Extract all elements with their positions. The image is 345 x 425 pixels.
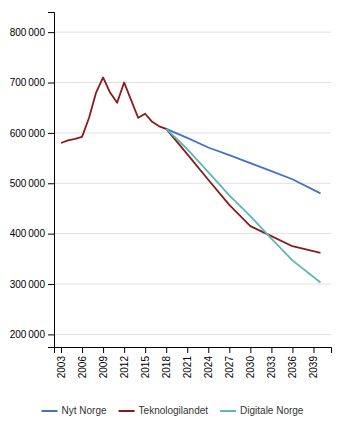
tick-label: 200 000 [10,329,46,340]
tick: 2012 [119,347,130,378]
legend-label: Digitale Norge [240,405,304,416]
tick: 800 000 [10,27,54,38]
line [166,129,320,283]
legend-swatch [42,410,58,412]
tick-label: 2036 [287,356,298,379]
tick: 500 000 [10,178,54,189]
tick: 600 000 [10,128,54,139]
grid [54,32,331,334]
tick-label: 500 000 [10,178,46,189]
tick: 2036 [287,347,298,378]
tick-label: 2009 [98,356,109,379]
legend-label: Nyt Norge [62,405,107,416]
tick: 2015 [140,347,151,378]
tick: 2021 [182,347,193,378]
tick-mark [166,347,167,353]
tick-mark [48,183,54,184]
y-axis: 200 000 300 000 400 000 500 000 600 000 700 0… [10,13,55,348]
tick: 2033 [266,347,277,378]
tick-mark [292,347,293,353]
tick: 2009 [98,347,109,378]
axis-line [55,348,332,354]
tick-mark [48,284,54,285]
grid-line [54,32,331,33]
tick-label: 2021 [182,356,193,379]
tick: 2018 [161,347,172,378]
tick-mark [250,347,251,353]
tick-label: 2015 [140,356,151,379]
grid-line [54,183,331,184]
legend-item: Nyt Norge [42,405,107,416]
tick-label: 400 000 [10,228,46,239]
line [166,129,320,193]
tick-mark [103,347,104,353]
tick: 300 000 [10,279,54,290]
tick-label: 600 000 [10,128,46,139]
legend-swatch [119,410,135,412]
tick: 200 000 [10,329,54,340]
grid-line [54,284,331,285]
legend-item: Teknologilandet [119,405,209,416]
tick-label: 300 000 [10,279,46,290]
legend: Nyt Norge Teknologilandet Digitale Norge [42,405,304,416]
tick-mark [61,347,62,353]
tick-label: 2030 [245,356,256,379]
tick-mark [208,347,209,353]
tick-mark [48,334,54,335]
chart: 200 000 300 000 400 000 500 000 600 000 700 0… [0,0,345,425]
tick-mark [229,347,230,353]
tick-mark [187,347,188,353]
tick-mark [271,347,272,353]
tick-mark [124,347,125,353]
tick-label: 2012 [119,356,130,379]
grid-line [54,334,331,335]
tick: 2006 [77,347,88,378]
tick: 2039 [308,347,319,378]
tick-mark [313,347,314,353]
tick-mark [48,234,54,235]
tick-mark [82,347,83,353]
tick-label: 2018 [161,356,172,379]
tick-label: 2039 [308,356,319,379]
plot-area [61,77,320,282]
tick: 2003 [56,347,67,378]
tick: 700 000 [10,77,54,88]
tick-label: 700 000 [10,77,46,88]
tick-label: 800 000 [10,27,46,38]
tick: 2030 [245,347,256,378]
tick-mark [48,83,54,84]
x-axis: 2003 2006 2009 2012 2015 2018 2021 2024 2027 2030… [55,347,332,378]
tick-mark [48,133,54,134]
grid-line [54,82,331,83]
tick-mark [48,32,54,33]
line [61,77,320,252]
tick-label: 2003 [56,356,67,379]
tick: 2024 [203,347,214,378]
axis-line [48,13,55,348]
grid-line [54,233,331,234]
tick-label: 2006 [77,356,88,379]
tick-label: 2033 [266,356,277,379]
legend-swatch [220,410,236,412]
legend-item: Digitale Norge [220,405,304,416]
tick-mark [145,347,146,353]
tick-label: 2024 [203,356,214,379]
tick: 2027 [224,347,235,378]
tick: 400 000 [10,228,54,239]
grid-line [54,132,331,133]
tick-label: 2027 [224,356,235,379]
legend-label: Teknologilandet [139,405,209,416]
